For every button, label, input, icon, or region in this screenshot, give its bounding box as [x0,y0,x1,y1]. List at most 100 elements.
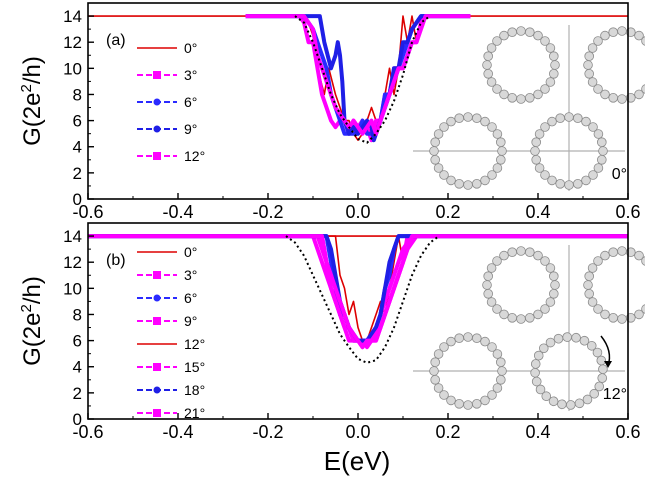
atom [562,332,573,342]
atom [600,309,610,320]
atom [588,170,598,180]
rotation-label: 0° [612,166,627,183]
atom [548,288,559,299]
atom [499,30,509,41]
legend-marker [153,152,161,160]
nanotube-inset [413,245,645,411]
atom [430,357,441,368]
atom [579,335,590,346]
atom [531,137,541,148]
y-tick-label: 0 [73,190,82,209]
atom [430,155,441,165]
atom [545,43,556,53]
atom [492,304,502,314]
reference-dotted-line [294,15,431,144]
atom [553,333,564,344]
atom [482,280,492,290]
legend-label: 3° [184,267,197,283]
atom [581,175,591,186]
x-tick-label: -0.4 [162,422,193,442]
atom [524,27,535,38]
atom [482,60,492,70]
atom [596,137,607,148]
atom [589,388,600,399]
atom [584,69,594,79]
atom [471,398,482,409]
panel-a: 0° 0 2 4 6 8 10 12 14 -0.6 -0.4 -0.2 0.0 0.2 0.4 0.6 G(2… [18,2,645,222]
atom [446,395,456,406]
atom [430,137,441,148]
nanotube-ring [583,26,645,104]
atom [598,364,608,375]
atom [634,30,644,41]
rotation-arrowhead [604,361,612,368]
atom [454,398,465,409]
atom [584,288,594,299]
atom [583,280,593,290]
atom [499,89,509,100]
atom [492,349,503,359]
atom [600,250,610,261]
atom [587,297,598,307]
legend-marker [153,386,161,394]
atom [483,271,494,282]
atom [550,60,560,70]
atom [439,122,449,132]
nanotube-ring [482,26,560,104]
atom [534,129,545,139]
legend-marker [153,71,161,79]
nanotube-inset [413,25,645,191]
atom [516,246,526,256]
atom [495,374,506,385]
legend-label: 9° [184,121,197,137]
atom [487,170,497,180]
atom [540,122,550,132]
nanotube-ring [530,112,608,190]
atom [593,256,603,266]
atom [584,51,594,61]
atom [507,247,518,258]
legend-marker [153,98,161,106]
atom [550,280,560,290]
atom [487,122,497,132]
atom [548,51,559,61]
atom [617,94,627,104]
y-tick-label: 0 [73,410,82,429]
nanotube-ring [530,332,608,410]
atom [433,129,444,139]
legend: 0° 3° 6° 9° 12° 15° 18° 21° [137,244,205,421]
legend-marker [153,409,161,417]
atom [524,93,535,103]
atom [471,113,482,123]
atom [530,367,540,378]
x-tick-label: 0.4 [525,422,550,442]
atom [533,309,543,320]
rotation-label: 12° [603,386,627,403]
series-layer [88,14,628,144]
atom [617,314,627,324]
atom [524,247,535,258]
y-tick-label: 2 [73,384,82,403]
atom [608,312,618,323]
legend-label: 21° [184,405,205,421]
legend-label: 6° [184,94,197,110]
x-tick-label: 0.2 [435,202,460,222]
legend: 0° 3° 6° 9° 12° [137,40,205,164]
atom [582,394,593,405]
atom [463,332,473,342]
atom [497,366,507,376]
atom [538,343,549,354]
x-tick-label: -0.6 [72,202,103,222]
atom [600,30,610,41]
atom [507,312,518,323]
legend-label: 0° [184,244,197,260]
y-tick-label: 6 [73,112,82,131]
atom [617,26,627,36]
y-tick-label: 6 [73,332,82,351]
y-tick-label: 14 [63,227,82,246]
atom [516,26,526,36]
x-tick-label: 0.6 [615,422,640,442]
atom [593,84,603,94]
atom [608,247,618,258]
legend-label: 9° [184,313,197,329]
